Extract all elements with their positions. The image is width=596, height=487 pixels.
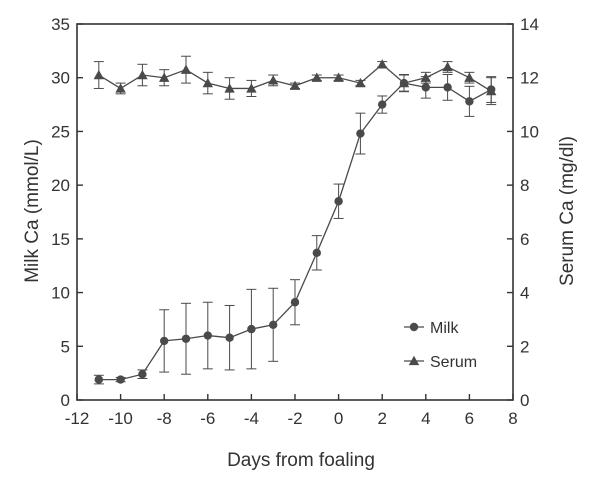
x-tick-label: -12 xyxy=(65,409,90,428)
y-right-tick-label: 2 xyxy=(520,337,529,356)
serum-point xyxy=(333,72,344,82)
x-axis-label: Days from foaling xyxy=(227,450,375,471)
legend: Milk Serum xyxy=(404,320,477,371)
serum-point xyxy=(115,83,126,93)
milk-point xyxy=(94,375,104,384)
serum-point xyxy=(420,72,431,82)
x-tick-label: -6 xyxy=(200,409,215,428)
x-tick-label: 2 xyxy=(377,409,386,428)
serum-point xyxy=(268,75,279,85)
y-left-tick-label: 35 xyxy=(51,15,70,34)
x-tick-label: 6 xyxy=(465,409,474,428)
y-left-tick-label: 30 xyxy=(51,69,70,88)
y-right-tick-label: 4 xyxy=(520,284,529,303)
y-right-tick-label: 10 xyxy=(520,122,539,141)
milk-point xyxy=(312,248,321,258)
y-right-tick-label: 8 xyxy=(520,176,529,195)
serum-point xyxy=(377,59,388,69)
y-right-tick-label: 6 xyxy=(520,230,529,249)
x-tick-label: -2 xyxy=(287,409,302,428)
x-tick-label: -4 xyxy=(244,409,259,428)
milk-point xyxy=(247,324,256,334)
serum-point xyxy=(93,69,104,80)
serum-point xyxy=(311,72,322,82)
y-left-tick-label: 20 xyxy=(51,176,70,195)
series-serum xyxy=(93,55,497,106)
serum-point xyxy=(464,72,475,82)
y-right-tick-label: 0 xyxy=(520,391,529,410)
milk-point xyxy=(290,298,300,307)
series-layer xyxy=(93,55,497,385)
legend-serum-marker xyxy=(408,355,420,366)
axes: -12 -10 -8 -6 -4 -2 0 2 4 6 8051015202530350246810… xyxy=(51,15,539,428)
milk-point xyxy=(138,370,147,379)
serum-point xyxy=(224,83,235,93)
milk-point xyxy=(334,197,343,206)
series-milk xyxy=(93,73,497,385)
legend-milk-label: Milk xyxy=(430,320,459,337)
serum-point xyxy=(486,85,497,96)
milk-point xyxy=(181,334,191,343)
serum-point xyxy=(289,80,301,90)
milk-point xyxy=(465,97,474,106)
y-right-tick-label: 12 xyxy=(520,69,539,88)
y-left-tick-label: 25 xyxy=(51,122,70,141)
milk-point xyxy=(378,100,387,109)
serum-point xyxy=(180,64,192,74)
serum-point xyxy=(398,77,410,88)
serum-point xyxy=(159,72,170,82)
milk-point xyxy=(116,375,125,384)
milk-point xyxy=(203,331,212,340)
milk-point xyxy=(225,333,234,342)
y-axis-right-label: Serum Ca (mg/dl) xyxy=(557,136,578,286)
milk-point xyxy=(160,336,169,346)
y-left-tick-label: 0 xyxy=(61,391,70,410)
serum-point xyxy=(442,61,453,72)
x-tick-label: 0 xyxy=(334,409,343,428)
milk-point xyxy=(421,83,430,92)
y-left-tick-label: 15 xyxy=(51,230,70,249)
x-tick-label: 4 xyxy=(421,409,430,428)
x-tick-label: -8 xyxy=(157,409,172,428)
x-tick-label: -10 xyxy=(108,409,133,428)
serum-point xyxy=(355,77,366,88)
x-tick-label: 8 xyxy=(508,409,517,428)
serum-point xyxy=(246,83,257,93)
serum-point xyxy=(137,69,148,80)
y-right-tick-label: 14 xyxy=(520,15,539,34)
legend-serum-label: Serum xyxy=(430,354,477,371)
milk-point xyxy=(356,129,365,138)
legend-milk-marker xyxy=(409,322,419,332)
milk-point xyxy=(269,320,278,329)
milk-point xyxy=(443,83,452,92)
y-left-tick-label: 10 xyxy=(51,284,70,303)
y-left-tick-label: 5 xyxy=(61,337,70,356)
serum-point xyxy=(202,77,213,88)
y-axis-left-label: Milk Ca (mmol/L) xyxy=(22,139,43,283)
